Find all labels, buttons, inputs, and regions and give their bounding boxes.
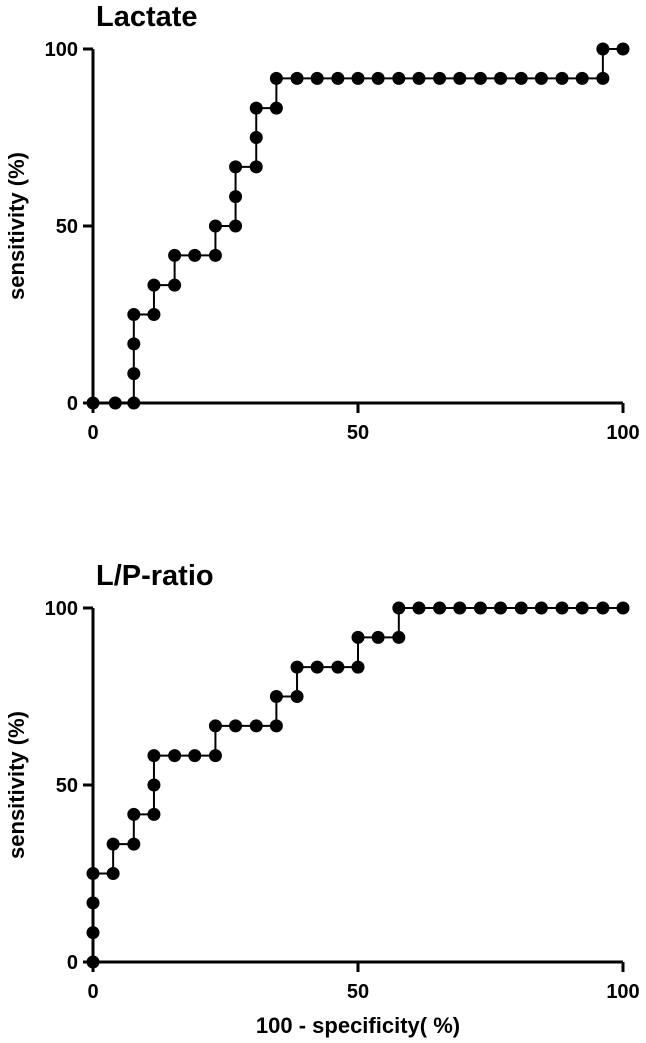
lp-ratio-roc-point <box>473 601 487 615</box>
lp-ratio-x-tick-label: 0 <box>87 981 98 1003</box>
lp-ratio-roc-point <box>269 719 283 733</box>
lactate-y-tick-label: 0 <box>67 393 78 415</box>
lp-ratio-roc-point <box>86 955 100 969</box>
lactate-roc-point <box>392 71 406 85</box>
lactate-roc-point <box>127 367 141 381</box>
lp-ratio-roc-point <box>412 601 426 615</box>
lp-ratio-roc-point <box>249 719 263 733</box>
lactate-x-tick-label: 100 <box>606 422 639 444</box>
lp-ratio-chart-title: L/P-ratio <box>96 560 214 592</box>
lp-ratio-roc-point <box>392 601 406 615</box>
lp-ratio-roc-point <box>269 690 283 703</box>
lp-ratio-roc-point <box>188 749 202 763</box>
lactate-roc-point <box>371 71 385 85</box>
lp-ratio-roc-point <box>596 601 610 615</box>
lp-ratio-roc-point <box>616 601 630 615</box>
lactate-x-tick-label: 0 <box>87 422 98 444</box>
lp-ratio-roc-point <box>290 690 304 703</box>
lactate-chart-title: Lactate <box>96 1 198 33</box>
lp-ratio-roc-point <box>392 630 406 644</box>
lp-ratio-roc-point <box>127 837 141 851</box>
lp-ratio-roc-point <box>106 867 120 880</box>
lactate-roc-point <box>269 101 283 115</box>
lactate-roc-point <box>208 248 222 262</box>
lp-ratio-roc-point <box>331 660 345 674</box>
lp-ratio-roc-point <box>127 807 141 821</box>
lactate-roc-point <box>229 219 243 233</box>
lactate-roc-point <box>229 190 243 204</box>
lp-ratio-roc-point <box>86 926 100 940</box>
lp-ratio-roc-point <box>86 867 100 880</box>
lactate-roc-point <box>249 160 263 174</box>
lactate-roc-point <box>208 219 222 233</box>
lactate-roc-point <box>127 308 141 321</box>
lactate-roc-point <box>514 71 528 85</box>
lactate-roc-point <box>229 160 243 174</box>
lactate-roc-point <box>249 131 263 144</box>
lactate-roc-point <box>596 71 610 85</box>
lactate-x-tick-label: 50 <box>347 422 369 444</box>
lp-ratio-roc-point <box>494 601 508 615</box>
lp-ratio-roc-point <box>147 807 161 821</box>
lactate-roc-point <box>168 278 182 292</box>
lactate-y-tick-label: 100 <box>45 39 78 61</box>
lactate-roc-point <box>290 71 304 85</box>
lactate-roc-point <box>86 396 100 410</box>
lactate-roc-point <box>412 71 426 85</box>
lp-ratio-roc-panel: L/P-ratio sensitivity (%) 100 - specific… <box>4 560 640 1038</box>
lactate-roc-point <box>310 71 324 85</box>
lp-ratio-x-axis-label: 100 - specificity( %) <box>256 1013 460 1038</box>
lactate-y-axis-label: sensitivity (%) <box>4 152 29 300</box>
lp-ratio-roc-point <box>514 601 528 615</box>
lactate-roc-point <box>596 42 610 56</box>
lactate-roc-panel: Lactate sensitivity (%) 0 50 100 0 50 100 <box>4 1 640 444</box>
lp-ratio-roc-point <box>534 601 548 615</box>
lp-ratio-roc-point <box>310 660 324 674</box>
lp-ratio-roc-point <box>290 660 304 674</box>
lactate-roc-curve <box>93 48 623 404</box>
lp-ratio-roc-point <box>86 896 100 910</box>
lp-ratio-roc-point <box>147 749 161 763</box>
lactate-roc-point <box>555 71 569 85</box>
lp-ratio-roc-point <box>351 660 365 674</box>
lactate-roc-point <box>473 71 487 85</box>
lactate-roc-point <box>575 71 589 85</box>
lactate-roc-point <box>433 71 447 85</box>
lp-ratio-roc-point <box>147 778 161 792</box>
lp-ratio-x-tick-label: 100 <box>606 981 639 1003</box>
lactate-roc-point <box>147 278 161 292</box>
lactate-roc-point <box>616 42 630 56</box>
lactate-roc-point <box>494 71 508 85</box>
lp-ratio-roc-point <box>433 601 447 615</box>
lp-ratio-y-tick-label: 0 <box>67 952 78 974</box>
lp-ratio-y-tick-label: 50 <box>56 775 78 797</box>
lactate-roc-point <box>127 337 141 351</box>
lactate-roc-point <box>168 248 182 262</box>
lactate-roc-point <box>331 71 345 85</box>
lp-ratio-roc-point <box>168 749 182 763</box>
lactate-roc-point <box>127 396 141 410</box>
lp-ratio-roc-point <box>351 630 365 644</box>
lactate-roc-point <box>188 248 202 262</box>
lp-ratio-y-axis-label: sensitivity (%) <box>4 711 29 859</box>
lp-ratio-roc-point <box>575 601 589 615</box>
lactate-y-tick-label: 50 <box>56 216 78 238</box>
lp-ratio-roc-point <box>208 719 222 733</box>
lactate-roc-point <box>534 71 548 85</box>
lp-ratio-y-tick-label: 100 <box>45 598 78 620</box>
lactate-roc-point <box>453 71 467 85</box>
lp-ratio-roc-point <box>229 719 243 733</box>
lactate-roc-point <box>249 101 263 115</box>
lp-ratio-roc-point <box>208 749 222 763</box>
lactate-roc-point <box>351 71 365 85</box>
lp-ratio-roc-point <box>371 630 385 644</box>
lactate-roc-point <box>108 396 122 410</box>
lp-ratio-x-tick-label: 50 <box>347 981 369 1003</box>
lactate-roc-point <box>269 71 283 85</box>
lp-ratio-roc-point <box>453 601 467 615</box>
lp-ratio-roc-point <box>555 601 569 615</box>
lactate-roc-point <box>147 308 161 321</box>
lp-ratio-roc-point <box>106 837 120 851</box>
